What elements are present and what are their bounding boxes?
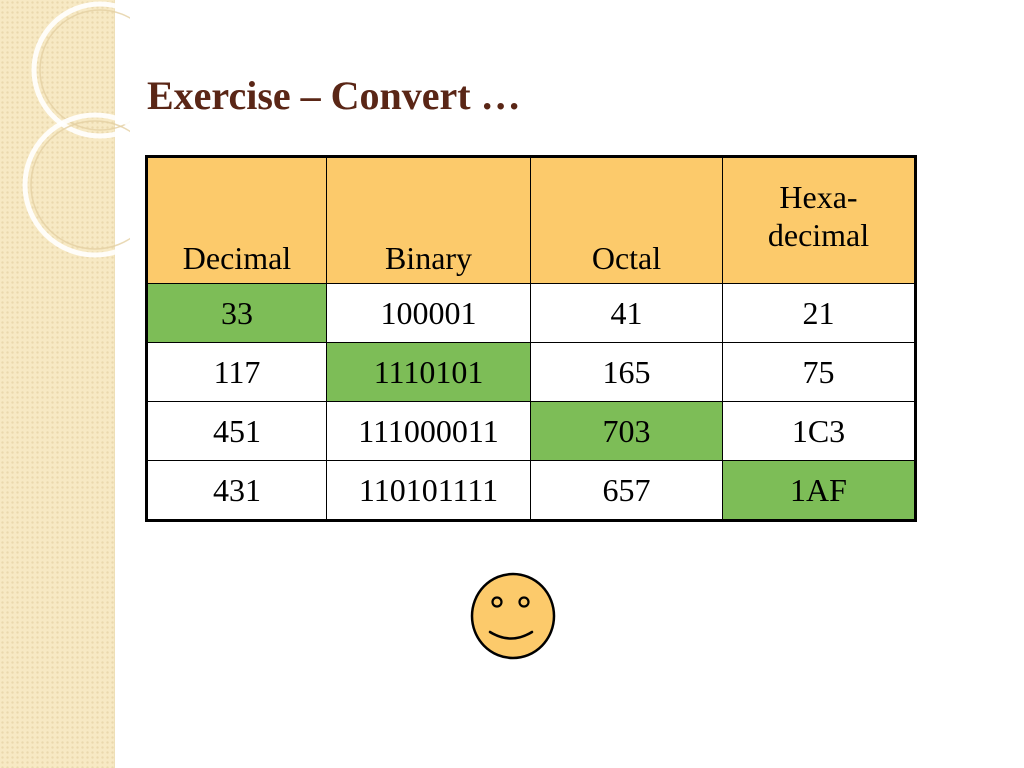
header-hexadecimal-line-2: decimal [767, 216, 870, 253]
table-cell: 117 [146, 342, 327, 402]
table-cell: 165 [530, 342, 723, 402]
decorative-rings [22, 1, 130, 258]
table-cell: 431 [146, 460, 327, 521]
table-cell: 1C3 [722, 401, 916, 461]
table-cell: 75 [722, 342, 916, 402]
table-cell: 110101111 [326, 460, 531, 521]
table-cell: 41 [530, 283, 723, 343]
table-cell: 1AF [722, 460, 916, 521]
header-decimal: Decimal [146, 156, 327, 284]
table-cell: 657 [530, 460, 723, 521]
smiley-face-icon [470, 572, 556, 660]
table-cell: 451 [146, 401, 327, 461]
header-octal: Octal [530, 156, 723, 284]
header-binary: Binary [326, 156, 531, 284]
table-cell: 1110101 [326, 342, 531, 402]
slide-title: Exercise – Convert … [147, 73, 521, 118]
table-cell: 111000011 [326, 401, 531, 461]
table-row: 33 100001 41 21 [146, 283, 916, 343]
decorative-side-band [0, 0, 130, 768]
header-hexadecimal-line-1: Hexa- [779, 178, 858, 215]
table-row: 117 1110101 165 75 [146, 342, 916, 402]
table-row: 451 111000011 703 1C3 [146, 401, 916, 461]
table-header-row: Decimal Binary Octal Hexa-decimal [146, 156, 916, 284]
table-cell: 100001 [326, 283, 531, 343]
table-cell: 21 [722, 283, 916, 343]
table-row: 431 110101111 657 1AF [146, 460, 916, 521]
header-hexadecimal: Hexa-decimal [722, 156, 916, 284]
table-cell: 33 [146, 283, 327, 343]
table-cell: 703 [530, 401, 723, 461]
conversion-table: Decimal Binary Octal Hexa-decimal 33 100… [145, 155, 917, 522]
